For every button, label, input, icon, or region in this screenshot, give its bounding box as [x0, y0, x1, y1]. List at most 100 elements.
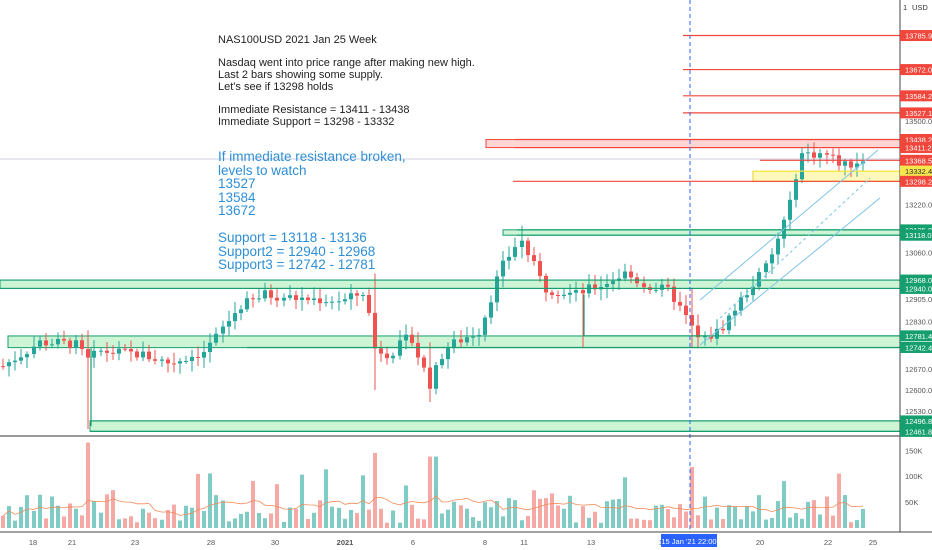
x-tick-13: 25 [869, 538, 877, 547]
volume-bar-111 [678, 504, 682, 528]
level-badge-text-0: 13785.9 [905, 32, 932, 41]
candle-body-77 [471, 336, 475, 338]
volume-bar-140 [855, 520, 859, 528]
candle-body-81 [495, 276, 499, 303]
volume-bar-122 [745, 505, 749, 528]
candles-layer [1, 142, 865, 528]
volume-bar-55 [337, 507, 341, 528]
candle-body-4 [25, 354, 29, 358]
volume-bar-28 [172, 504, 176, 528]
candle-body-12 [74, 340, 78, 348]
volume-bar-87 [532, 490, 536, 528]
level-badge-text-2: 13584.2 [905, 92, 932, 101]
candle-body-46 [282, 297, 286, 301]
candle-body-1 [7, 362, 11, 367]
candle-body-0 [1, 366, 5, 368]
crosshair-time-label: 15 Jan '21 22:00 [661, 537, 716, 546]
level-badge-13 [900, 330, 932, 342]
candle-body-42 [257, 298, 261, 300]
volume-bar-84 [513, 500, 517, 528]
candle-body-113 [690, 315, 694, 326]
volume-bar-33 [202, 510, 206, 528]
candle-body-92 [562, 294, 566, 297]
volume-bar-47 [288, 507, 292, 528]
level-badge-text-13: 12781.4 [905, 332, 932, 341]
candle-body-93 [568, 292, 572, 295]
support-2: Support2 = 12940 - 12968 [218, 243, 376, 259]
volume-bar-109 [666, 509, 670, 528]
candle-body-74 [452, 339, 456, 348]
x-tick-0: 18 [29, 538, 37, 547]
channel-mid [719, 177, 871, 319]
channel-upper [699, 149, 879, 301]
volume-bar-129 [788, 517, 792, 528]
volume-bar-3 [19, 506, 23, 528]
candle-body-10 [62, 338, 66, 341]
volume-bar-78 [477, 520, 481, 528]
candle-body-121 [739, 297, 743, 311]
annotation-support: Immediate Support = 13298 - 13332 [218, 116, 395, 128]
candle-body-82 [501, 260, 505, 277]
volume-bar-139 [849, 522, 853, 528]
candle-body-83 [507, 256, 511, 261]
volume-bar-61 [373, 452, 377, 528]
level-badge-text-4: 13438.2 [905, 135, 932, 144]
volume-bar-30 [184, 505, 188, 528]
level-badge-text-5: 13411.2 [905, 144, 932, 153]
level-badge-text-10: 13118.0 [905, 231, 932, 240]
volume-bar-86 [526, 516, 530, 528]
volume-bar-124 [757, 495, 761, 528]
candle-body-73 [446, 347, 450, 360]
candle-body-33 [202, 351, 206, 358]
volume-bar-136 [831, 515, 835, 528]
volume-bar-83 [507, 498, 511, 528]
candle-body-76 [465, 337, 469, 343]
volume-bar-54 [330, 506, 334, 528]
volume-bar-79 [483, 502, 487, 528]
candle-body-34 [208, 342, 212, 352]
x-tick-3: 28 [207, 538, 215, 547]
candle-body-91 [556, 294, 560, 297]
volume-bar-48 [294, 508, 298, 528]
candle-body-109 [666, 284, 670, 287]
candle-body-6 [38, 340, 42, 347]
candle-body-87 [532, 255, 536, 262]
level-badge-8 [900, 175, 932, 187]
volume-bar-20 [123, 518, 127, 528]
candle-body-107 [654, 289, 658, 291]
watch-level-2: 13584 [218, 189, 256, 205]
volume-bar-131 [800, 518, 804, 528]
x-tick-1: 21 [68, 538, 76, 547]
candle-body-18 [111, 352, 115, 354]
candle-body-23 [141, 351, 145, 358]
candle-body-61 [373, 312, 377, 349]
level-badge-text-3: 13527.1 [905, 109, 932, 118]
candle-body-3 [19, 357, 23, 361]
candle-body-56 [343, 299, 347, 302]
volume-bar-17 [105, 494, 109, 528]
volume-bar-19 [117, 519, 121, 528]
candle-body-14 [86, 349, 90, 358]
level-badge-text-11: 12968.0 [905, 276, 932, 285]
volume-bar-97 [593, 511, 597, 528]
volume-bar-8 [50, 496, 54, 528]
volume-bar-85 [520, 520, 524, 528]
volume-bar-91 [556, 505, 560, 528]
candle-body-102 [623, 271, 627, 279]
volume-bar-18 [111, 490, 115, 528]
volume-bar-132 [806, 501, 810, 528]
candle-body-129 [788, 199, 792, 220]
zone-13411-13438 [485, 139, 901, 149]
candle-body-95 [581, 290, 585, 294]
candle-body-20 [123, 348, 127, 350]
candle-body-43 [263, 290, 267, 299]
volume-bar-6 [38, 494, 42, 528]
y-tick-5: 12830.0 [905, 317, 932, 326]
candle-body-62 [379, 348, 383, 354]
volume-bar-59 [361, 475, 365, 528]
level-badge-text-6: 13368.5 [905, 156, 932, 165]
level-badge-7 [900, 165, 932, 177]
x-tick-9: 13 [587, 538, 595, 547]
volume-bar-67 [410, 504, 414, 528]
